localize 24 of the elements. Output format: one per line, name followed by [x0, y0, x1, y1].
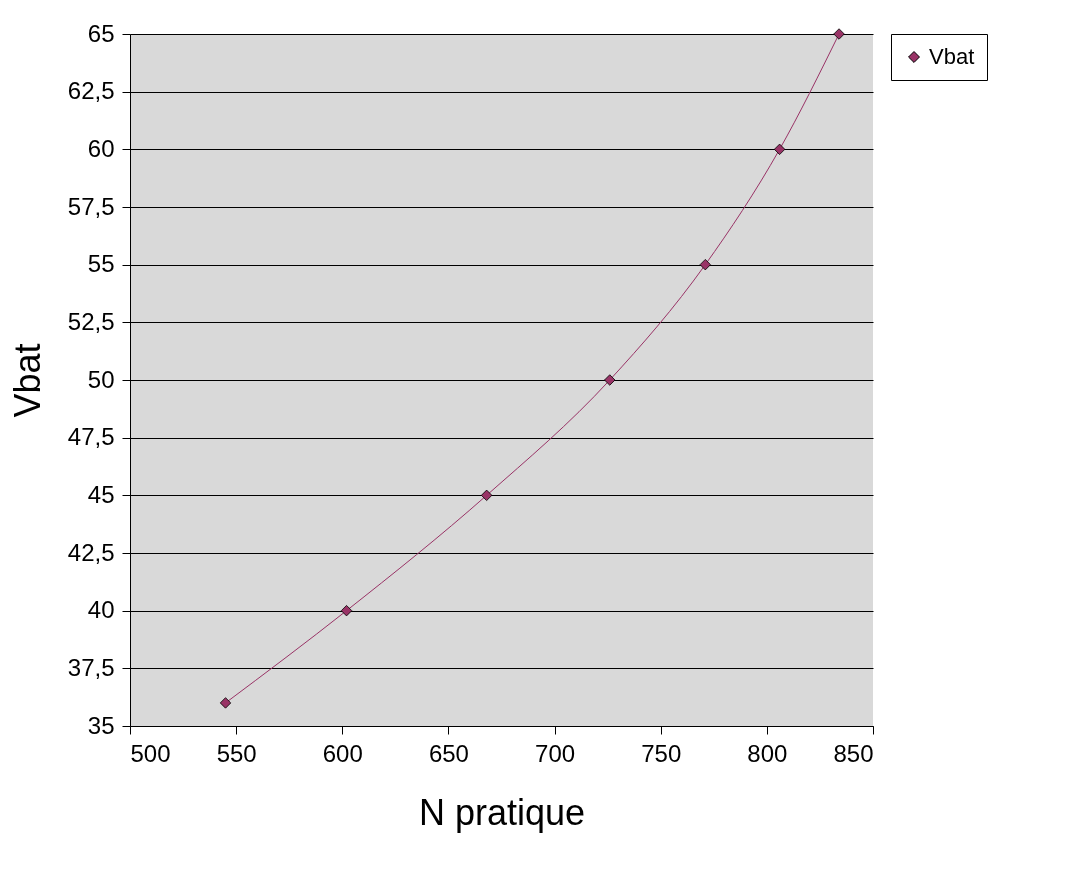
y-tick-label: 37,5: [67, 653, 115, 681]
x-tick-label: 600: [322, 739, 363, 767]
y-tick-label: 52,5: [67, 307, 115, 335]
x-tick-label: 500: [130, 739, 171, 767]
y-tick-label: 47,5: [67, 423, 115, 451]
x-tick-label: 550: [216, 739, 257, 767]
y-tick-label: 62,5: [67, 77, 115, 105]
y-tick-label: 60: [87, 134, 115, 162]
x-axis-title: N pratique: [418, 791, 586, 833]
legend-label: Vbat: [929, 44, 975, 69]
y-tick-label: 42,5: [67, 538, 115, 566]
y-axis-title: Vbat: [6, 343, 48, 418]
y-tick-label: 45: [87, 480, 115, 508]
x-tick-label: 700: [535, 739, 576, 767]
x-tick-label: 850: [833, 739, 874, 767]
x-tick-label: 650: [428, 739, 469, 767]
y-tick-label: 50: [87, 365, 115, 393]
x-tick-label: 800: [747, 739, 788, 767]
y-tick-label: 35: [87, 711, 115, 739]
y-tick-label: 40: [87, 596, 115, 624]
y-tick-label: 57,5: [67, 192, 115, 220]
x-tick-label: 750: [641, 739, 682, 767]
y-tick-label: 55: [87, 250, 115, 278]
y-tick-label: 65: [87, 19, 115, 47]
